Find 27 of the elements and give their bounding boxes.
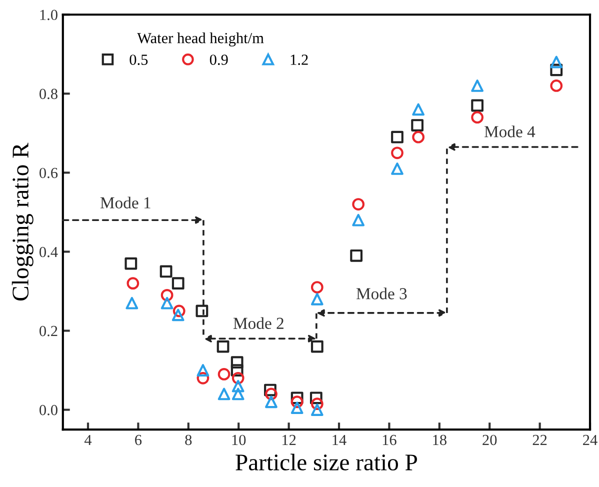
y-tick-label: 0.8 — [40, 88, 58, 100]
x-tick-label: 20 — [482, 434, 497, 446]
legend-label: 1.2 — [290, 54, 308, 65]
y-tick-label: 0.0 — [40, 404, 58, 416]
x-tick-label: 4 — [84, 434, 92, 445]
x-tick-label: 8 — [185, 434, 192, 446]
annotation: Mode 3 — [356, 288, 407, 300]
y-tick-label: 0.2 — [40, 326, 58, 336]
legend-title: Water head height/m — [137, 32, 264, 46]
x-tick-label: 12 — [282, 434, 296, 445]
legend-label: 0.5 — [130, 54, 148, 65]
x-tick-label: 18 — [433, 434, 446, 446]
x-tick-label: 6 — [135, 434, 142, 446]
y-tick-label: 0.6 — [40, 168, 58, 178]
x-tick-label: 24 — [583, 434, 598, 445]
x-tick-label: 10 — [232, 434, 246, 446]
y-axis-title: Clogging ratio R — [12, 142, 34, 300]
x-tick-label: 14 — [332, 434, 346, 445]
y-tick-label: 1.0 — [40, 10, 58, 20]
annotation: Mode 2 — [233, 317, 284, 329]
legend-label: 0.9 — [210, 54, 228, 65]
y-tick-label: 0.4 — [40, 246, 58, 258]
x-tick-label: 22 — [532, 434, 547, 445]
annotation: Mode 1 — [100, 196, 150, 208]
annotation: Mode 4 — [484, 126, 536, 138]
x-axis-title: Particle size ratio P — [236, 454, 417, 470]
x-tick-label: 16 — [382, 434, 396, 446]
